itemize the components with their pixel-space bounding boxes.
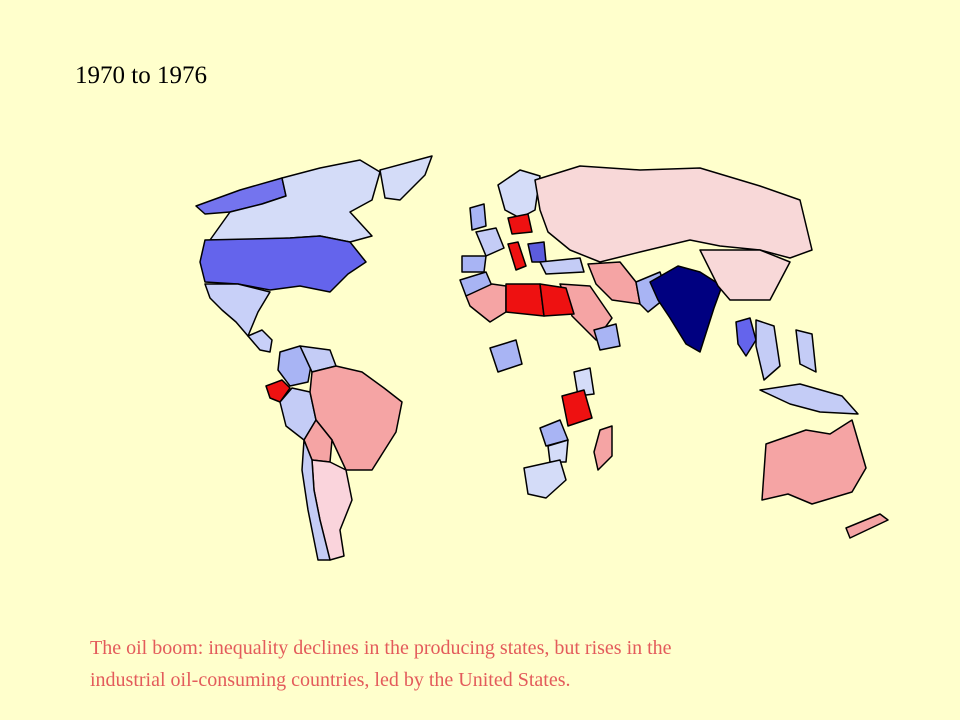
scandinavia (497, 169, 541, 219)
title: 1970 to 1976 (75, 62, 207, 89)
usa (199, 235, 367, 293)
balkans (527, 241, 547, 263)
chile (301, 439, 331, 561)
indonesia (759, 383, 859, 415)
france (475, 227, 505, 257)
libya (505, 283, 545, 317)
spain (461, 255, 487, 273)
indochina (755, 319, 781, 381)
ussr (534, 165, 813, 263)
uk (469, 203, 487, 231)
caption: The oil boom: inequality declines in the… (90, 632, 910, 696)
mexico (204, 283, 271, 337)
madagascar (593, 425, 613, 471)
egypt (539, 283, 575, 317)
kenya (573, 367, 595, 397)
rhodesia (547, 439, 569, 463)
philippines (795, 329, 817, 373)
caption-line: The oil boom: inequality declines in the… (90, 637, 672, 659)
new-zealand (845, 513, 889, 539)
germany-poland (507, 213, 533, 235)
greenland (379, 155, 433, 201)
central-america (247, 329, 273, 353)
ethiopia (593, 323, 621, 351)
brazil (309, 365, 403, 471)
turkey (539, 257, 585, 275)
south-africa (523, 459, 567, 499)
china (699, 249, 791, 301)
india (649, 265, 723, 353)
caption-line: industrial oil-consuming countries, led … (90, 669, 571, 691)
tanzania (561, 389, 593, 427)
australia (761, 419, 867, 505)
italy (507, 241, 527, 271)
thailand (735, 317, 757, 357)
nigeria (489, 339, 523, 373)
ecuador (265, 379, 291, 403)
